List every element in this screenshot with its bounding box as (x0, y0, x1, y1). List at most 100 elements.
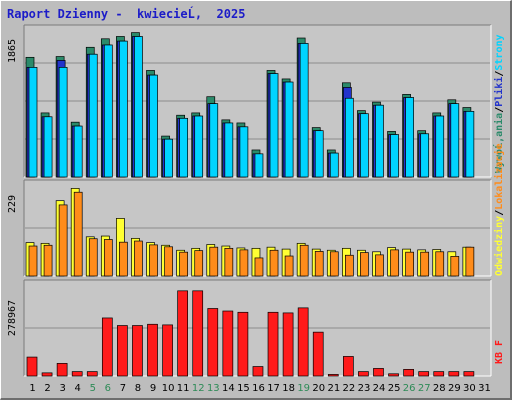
pages-bar (239, 126, 249, 178)
pages-bar (43, 116, 53, 178)
x-axis-day-label: 7 (120, 383, 126, 394)
x-axis-day-label: 19 (297, 383, 310, 394)
legend-entry: / (494, 107, 505, 113)
pages-bar (269, 73, 279, 178)
x-axis-day-label: 26 (403, 383, 416, 394)
kb-bar (56, 363, 68, 377)
pages-bar (149, 74, 158, 178)
pages-bar (360, 113, 369, 178)
kb-bar (297, 307, 309, 377)
sites-bar (28, 245, 38, 277)
kb-bar (358, 371, 369, 377)
sites-bar (119, 241, 128, 277)
x-axis-day-label: 12 (192, 383, 205, 394)
x-axis-day-label: 9 (150, 383, 156, 394)
pages-bar (73, 125, 83, 178)
sites-bar (269, 249, 279, 277)
legend-entry: WywoĹ‚ania (492, 113, 505, 173)
pages-bar (88, 53, 98, 178)
kb-bar (373, 368, 384, 377)
x-axis-day-label: 5 (90, 383, 96, 394)
x-axis-day-label: 30 (463, 383, 476, 394)
x-axis-day-label: 22 (343, 383, 356, 394)
legend-entry: / (494, 210, 505, 216)
legend-daily-visits-sites: Odwiedziny/Lokalizacje (493, 144, 505, 276)
legend-entry: KB F (494, 340, 505, 364)
pages-bar (435, 115, 445, 178)
pages-bar (119, 40, 128, 178)
x-axis-day-label: 10 (162, 383, 175, 394)
sites-bar (314, 251, 324, 277)
sites-bar (390, 249, 399, 277)
kb-bar (267, 311, 279, 377)
sites-bar (194, 250, 204, 277)
x-axis-day-label: 18 (282, 383, 295, 394)
kb-bar (207, 308, 219, 377)
sites-bar (254, 257, 264, 277)
y-axis-max-label: 278967 (7, 300, 18, 336)
pages-bar (405, 97, 414, 178)
pages-bar (179, 117, 188, 178)
kb-bar (327, 374, 339, 377)
sites-bar (465, 246, 475, 277)
legend-entry: Strony (494, 34, 505, 70)
kb-bar (117, 325, 128, 377)
kb-bar (147, 323, 158, 377)
pages-bar (209, 103, 219, 178)
sites-bar (88, 238, 98, 277)
x-axis-day-label: 24 (373, 383, 386, 394)
pages-bar (164, 138, 173, 178)
pages-bar (450, 103, 460, 178)
kb-bar (71, 371, 83, 377)
pages-bar (284, 81, 294, 178)
x-axis-day-label: 4 (75, 383, 81, 394)
pages-bar (28, 67, 38, 178)
x-axis-day-label: 14 (222, 383, 235, 394)
kb-bar (433, 371, 445, 377)
y-axis-max-label: 229 (7, 195, 18, 213)
pages-bar (194, 115, 204, 178)
sites-bar (224, 247, 234, 277)
sites-bar (164, 246, 173, 277)
sites-bar (179, 251, 188, 277)
pages-bar (390, 134, 399, 178)
kb-bar (222, 310, 234, 377)
kb-bar (388, 373, 399, 377)
pages-bar (465, 111, 475, 178)
x-axis-day-label: 28 (433, 383, 446, 394)
kb-bar (237, 311, 249, 377)
sites-bar (329, 251, 339, 277)
pages-bar (420, 133, 430, 178)
legend-entry: Odwiedziny (493, 216, 505, 276)
sites-bar (435, 251, 445, 277)
legend-entry: Lokalizacje (493, 144, 505, 210)
sites-bar (134, 240, 143, 277)
kb-bar (162, 324, 173, 377)
legend-daily-hits-files-pages: WywoĹ‚ania/Pliki/Strony (492, 34, 505, 173)
sites-bar (360, 252, 369, 277)
pages-bar (345, 97, 354, 178)
x-axis-day-label: 2 (44, 383, 50, 394)
kb-bar (177, 290, 188, 377)
sites-bar (420, 251, 430, 277)
x-axis-day-label: 8 (135, 383, 141, 394)
report-title: Raport Dzienny - kwiecieĹ‚ 2025 (7, 7, 246, 21)
pages-bar (314, 130, 324, 178)
kb-bar (26, 356, 38, 377)
kb-bar (448, 371, 460, 377)
x-axis-day-label: 3 (59, 383, 65, 394)
x-axis-day-label: 23 (358, 383, 371, 394)
kb-bar (282, 312, 294, 377)
x-axis-day-label: 13 (207, 383, 220, 394)
x-axis-day-label: 6 (105, 383, 111, 394)
kb-bar (343, 356, 354, 377)
kb-bar (463, 371, 475, 377)
legend-entry: Pliki (493, 77, 505, 107)
sites-bar (103, 239, 113, 277)
sites-bar (405, 251, 414, 277)
pages-bar (375, 104, 384, 178)
x-axis-day-label: 29 (448, 383, 461, 394)
legend-daily-kb: KB F (494, 340, 505, 364)
kb-bar (403, 369, 414, 377)
